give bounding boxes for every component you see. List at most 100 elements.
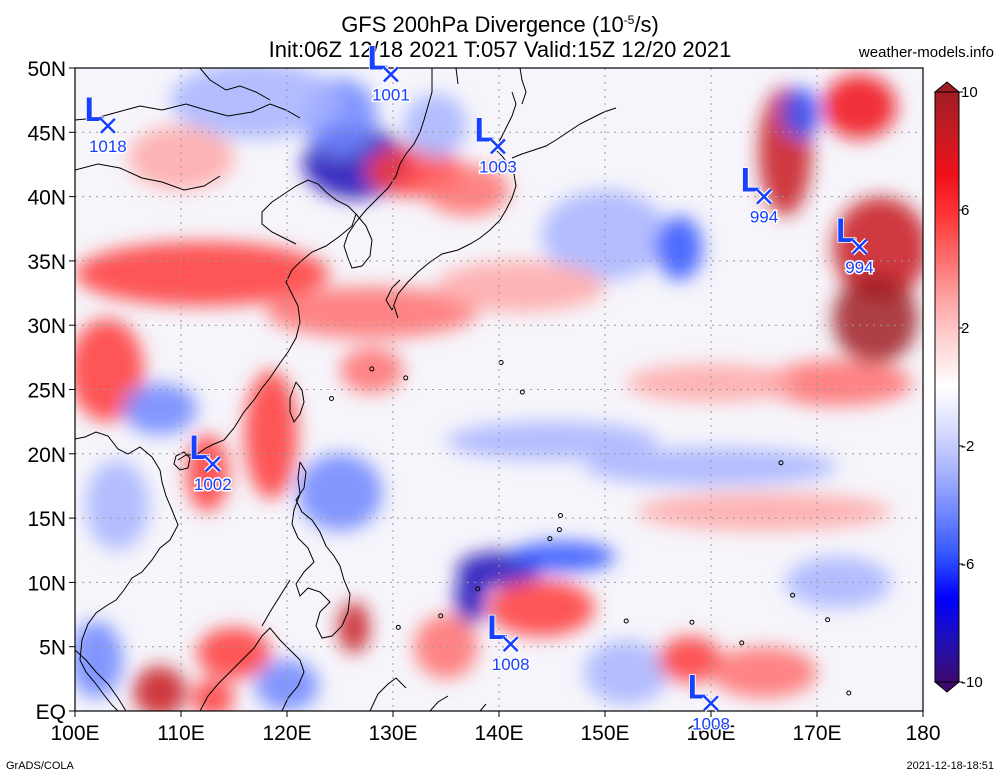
lat-tick-label: 40N — [27, 187, 66, 210]
low-pressure-label: 994 — [845, 258, 873, 277]
colorbar-label: -6 — [961, 556, 974, 573]
source-site-label: weather-models.info — [858, 44, 994, 61]
low-center-2: L 1003 — [474, 111, 519, 178]
low-pressure-label: 1002 — [194, 475, 232, 494]
low-pressure-label: 994 — [750, 208, 778, 227]
field-blob-11 — [832, 273, 918, 364]
lon-tick-label: 180 — [905, 722, 940, 745]
lat-lon-grid — [75, 68, 923, 711]
island-mark-13 — [403, 375, 409, 381]
island-mark-8 — [739, 640, 745, 646]
coastlines — [75, 68, 617, 711]
lat-tick-label: 30N — [27, 315, 66, 338]
field-blob-12 — [764, 359, 913, 407]
lon-tick-label: 120E — [262, 722, 311, 745]
island-mark-1 — [438, 613, 444, 619]
field-blob-4 — [424, 164, 510, 216]
lat-tick-label: 10N — [27, 572, 66, 595]
coastline-newguinea — [369, 677, 487, 711]
field-blob-42 — [403, 93, 468, 159]
coastline-sumatra — [75, 649, 127, 711]
low-symbol: L — [475, 111, 496, 149]
low-pressure-label: 1008 — [492, 655, 530, 674]
lat-tick-label: 15N — [27, 508, 66, 531]
coastline-hokkaido — [511, 107, 617, 159]
island-mark-10 — [825, 617, 831, 623]
field-blob-43 — [128, 125, 234, 191]
lon-tick-label: 140E — [474, 722, 523, 745]
island-mark-16 — [778, 460, 784, 466]
lon-tick-label: 110E — [157, 722, 205, 745]
divergence-field — [75, 68, 923, 711]
coastline-asia — [75, 431, 179, 711]
lat-tick-label: 25N — [27, 380, 66, 403]
chart-title: GFS 200hPa Divergence (10-5/s) — [341, 12, 659, 37]
field-blob-6 — [655, 215, 703, 281]
island-mark-0 — [395, 624, 401, 630]
field-blob-8 — [822, 74, 897, 139]
field-blob-15 — [265, 286, 478, 339]
chart-subtitle: Init:06Z 12/18 2021 T:057 Valid:15Z 12/2… — [268, 37, 732, 62]
colorbar-label: -10 — [961, 674, 983, 691]
field-blob-24 — [583, 447, 839, 486]
low-cross — [851, 238, 868, 255]
latitude-axis: 50N 45N 40N 35N 30N 25N 20N 15N 10N 5N EQ — [27, 58, 75, 724]
lat-tick-label: 5N — [39, 637, 66, 660]
divergence-map: 100E 110E 120E 130E 140E 150E 160E 170E 180 50N 4… — [27, 39, 983, 745]
island-mark-3 — [557, 513, 563, 519]
coastline-taiwan — [289, 381, 305, 424]
field-blob-34 — [191, 678, 234, 711]
low-pressure-label: 1001 — [372, 85, 410, 104]
field-blob-25 — [636, 492, 892, 531]
island-mark-5 — [547, 536, 553, 542]
low-cross — [204, 456, 221, 472]
low-cross — [502, 636, 519, 653]
longitude-axis: 100E 110E 120E 130E 140E 150E 160E 170E 180 — [50, 711, 941, 745]
field-blob-10 — [832, 196, 923, 300]
lon-tick-label: 150E — [580, 722, 629, 745]
field-blob-37 — [583, 640, 669, 705]
field-blob-33 — [133, 665, 187, 711]
low-pressure-label: 1018 — [89, 137, 127, 156]
low-cross — [99, 117, 116, 134]
lon-tick-label: 160E — [686, 722, 735, 745]
lat-tick-label: 20N — [27, 444, 66, 467]
lat-tick-label: EQ — [36, 701, 66, 724]
footer-software-label: GrADS/COLA — [6, 760, 74, 772]
field-blob-29 — [488, 579, 595, 637]
field-blob-16 — [435, 260, 605, 313]
colorbar-label: 2 — [961, 320, 969, 337]
footer-timestamp: 2021-12-18-18:51 — [906, 760, 994, 772]
island-mark-14 — [369, 366, 375, 372]
low-pressure-label: 1003 — [479, 157, 517, 176]
field-blob-31 — [337, 601, 370, 654]
field-blob-20 — [340, 347, 404, 394]
field-blob-5 — [541, 190, 669, 281]
island-mark-6 — [623, 618, 629, 624]
colorbar-label: 6 — [961, 202, 969, 219]
low-cross — [703, 695, 719, 712]
lat-tick-label: 35N — [27, 251, 66, 274]
field-blob-32 — [196, 627, 272, 679]
lat-tick-label: 50N — [27, 58, 66, 81]
lon-tick-label: 170E — [792, 722, 841, 745]
coastline-sakhalin — [455, 68, 527, 105]
island-mark-4 — [556, 527, 562, 533]
coastline-inland-boundaries — [75, 68, 301, 191]
low-cross — [756, 188, 772, 205]
field-blob-2 — [170, 68, 340, 139]
field-blob-9 — [782, 87, 821, 139]
island-mark-17 — [846, 690, 852, 696]
field-blob-17 — [75, 318, 144, 422]
low-pressure-label: 1008 — [692, 714, 730, 733]
lon-tick-label: 130E — [368, 722, 417, 745]
coastline-japan — [385, 91, 517, 319]
coastline-philippines — [261, 461, 351, 639]
low-cross — [490, 138, 506, 155]
